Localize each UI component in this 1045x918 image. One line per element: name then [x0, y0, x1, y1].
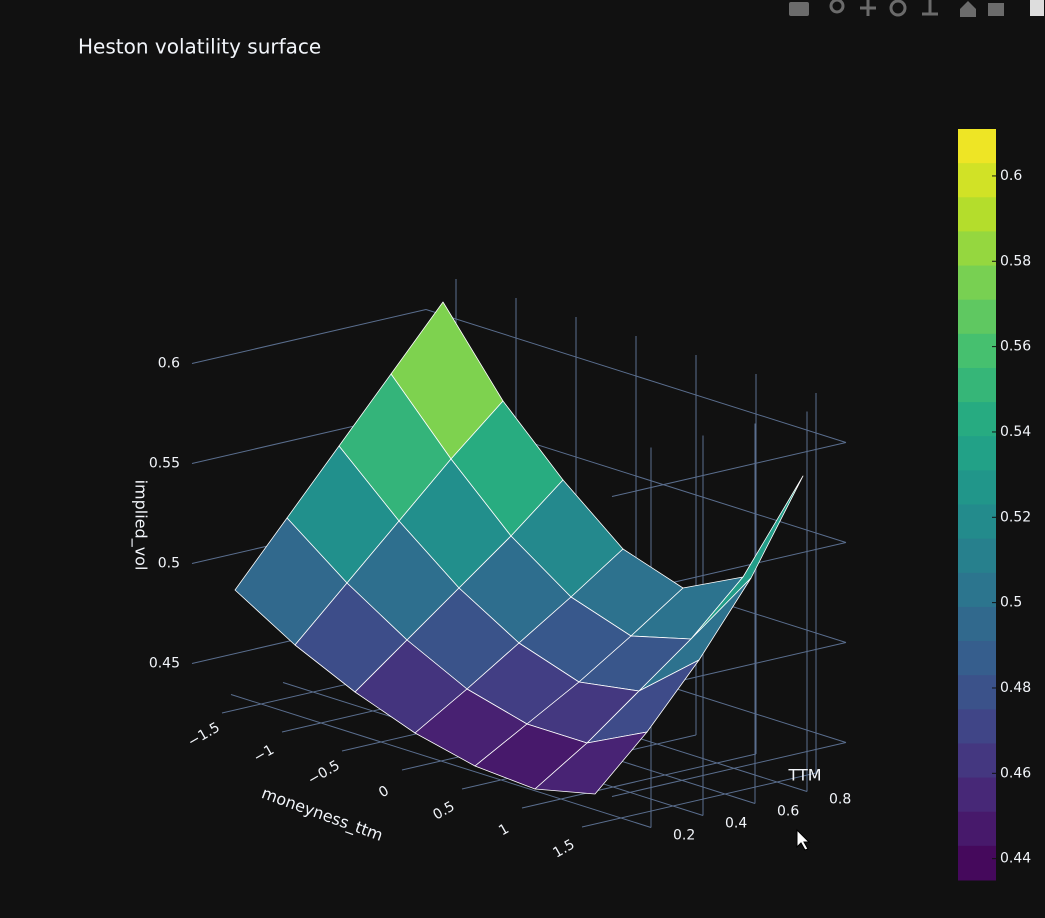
- toolbar-pan[interactable]: [860, 0, 876, 16]
- chart-title: Heston volatility surface: [78, 35, 321, 59]
- colorbar-band: [958, 265, 996, 301]
- toolbar-logo[interactable]: [1030, 0, 1044, 16]
- colorbar-tick-label: 0.5: [1000, 595, 1022, 611]
- toolbar-reset-camera[interactable]: [988, 3, 1004, 16]
- colorbar-tick-label: 0.52: [1000, 509, 1031, 525]
- z-tick-label: 0.5: [158, 556, 180, 572]
- colorbar-tick-label: 0.6: [1000, 168, 1022, 184]
- y-tick-label: 0.6: [777, 804, 799, 820]
- colorbar-band: [958, 333, 996, 369]
- colorbar-tick-label: 0.44: [1000, 851, 1031, 867]
- grid-line: [191, 309, 427, 364]
- colorbar-band: [958, 436, 996, 471]
- colorbar-tick-label: 0.46: [1000, 765, 1031, 781]
- toolbar-home[interactable]: [960, 1, 976, 17]
- colorbar-band: [958, 811, 996, 847]
- colorbar-band: [958, 163, 996, 198]
- colorbar-band: [958, 129, 996, 164]
- y-axis-title: TTM: [787, 766, 821, 785]
- z-tick-label: 0.55: [149, 456, 180, 472]
- colorbar-band: [958, 572, 996, 608]
- colorbar-band: [958, 709, 996, 744]
- colorbar-tick-label: 0.56: [1000, 339, 1031, 355]
- colorbar-band: [958, 845, 996, 881]
- colorbar-band: [958, 641, 996, 676]
- colorbar-tick-label: 0.48: [1000, 680, 1031, 696]
- z-tick-label: 0.6: [158, 356, 180, 372]
- colorbar-band: [958, 367, 996, 403]
- surface-cell: [534, 731, 648, 795]
- colorbar-band: [958, 470, 996, 505]
- z-tick-label: 0.45: [149, 656, 180, 672]
- grid-line: [611, 442, 847, 497]
- z-axis-title: implied_vol: [131, 480, 151, 571]
- colorbar-band: [958, 743, 996, 779]
- colorbar-band: [958, 197, 996, 232]
- colorbar-band: [958, 675, 996, 710]
- toolbar-camera[interactable]: [789, 2, 809, 16]
- colorbar-band: [958, 777, 996, 813]
- surface: [234, 301, 804, 795]
- colorbar-band: [958, 299, 996, 335]
- y-tick-label: 0.4: [725, 816, 747, 832]
- grid-line: [611, 742, 847, 797]
- colorbar: 0.44 0.46 0.48 0.5 0.52 0.54 0.56 0.58 0.6: [958, 129, 1031, 881]
- colorbar-band: [958, 606, 996, 642]
- grid-line: [230, 694, 652, 828]
- colorbar-band: [958, 538, 996, 574]
- toolbar-orbit[interactable]: [889, 0, 907, 17]
- grid-line: [425, 309, 847, 443]
- cursor: [796, 828, 811, 851]
- y-tick-label: 0.8: [829, 792, 851, 808]
- toolbar-turntable[interactable]: [922, 0, 938, 16]
- colorbar-band: [958, 231, 996, 267]
- colorbar-tick-label: 0.54: [1000, 424, 1031, 440]
- toolbar: [789, 0, 1044, 17]
- colorbar-band: [958, 402, 996, 437]
- toolbar-zoom[interactable]: [829, 0, 845, 14]
- colorbar-tick-label: 0.58: [1000, 253, 1031, 269]
- y-tick-label: 0.2: [673, 828, 695, 844]
- colorbar-band: [958, 504, 996, 540]
